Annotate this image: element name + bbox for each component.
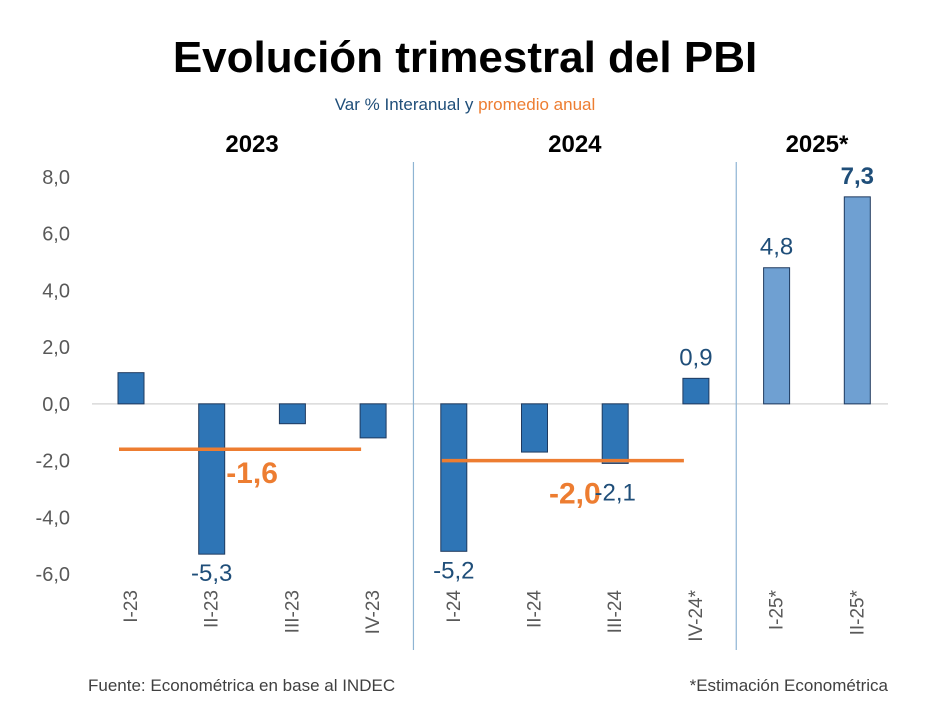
bar (843, 196, 871, 405)
source-note: Fuente: Econométrica en base al INDEC (88, 676, 395, 695)
y-tick-label: 6,0 (42, 224, 70, 246)
data-label: -5,2 (433, 557, 474, 584)
data-label: 7,3 (841, 163, 874, 190)
x-tick-label: II-23 (202, 590, 223, 628)
bar (359, 403, 387, 439)
x-tick-label: III-24 (605, 590, 626, 634)
x-tick-label: IV-24* (686, 589, 707, 641)
bar (763, 267, 791, 405)
year-label: 2023 (225, 131, 278, 158)
y-tick-label: -4,0 (36, 507, 70, 529)
data-label: -2,1 (595, 479, 636, 506)
x-tick-label: I-23 (121, 590, 142, 623)
bar (198, 403, 226, 555)
bar (278, 403, 306, 425)
year-label: 2025* (786, 131, 849, 158)
x-tick-label: II-25* (847, 589, 868, 635)
average-label: -2,0 (549, 478, 601, 511)
bar (601, 403, 629, 464)
data-label: 0,9 (679, 344, 712, 371)
average-label: -1,6 (226, 457, 278, 490)
y-tick-label: -6,0 (36, 564, 70, 586)
y-tick-label: 0,0 (42, 394, 70, 416)
y-tick-label: 2,0 (42, 337, 70, 359)
year-label: 2024 (548, 131, 602, 158)
x-tick-label: III-23 (282, 590, 303, 633)
data-label: 4,8 (760, 234, 793, 261)
y-tick-label: 4,0 (42, 280, 70, 302)
chart-title: Evolución trimestral del PBI (173, 33, 757, 82)
plot-area: 8,0 6,0 4,0 2,0 0,0 -2,0 -4,0 -6,0 2023 2024 2025*… (36, 131, 888, 650)
y-tick-label: -2,0 (36, 451, 70, 473)
x-tick-label: I-24 (444, 590, 465, 623)
subtitle-average: promedio anual (478, 95, 595, 114)
data-label: -5,3 (191, 560, 232, 587)
bar (521, 403, 548, 453)
bar (440, 403, 468, 552)
x-tick-label: I-25* (767, 589, 788, 630)
y-tick-label: 8,0 (42, 167, 70, 189)
x-tick-label: IV-23 (363, 590, 384, 634)
chart-subtitle: Var % Interanual y promedio anual (335, 95, 596, 114)
x-tick-label: II-24 (525, 590, 546, 628)
bar (117, 372, 145, 405)
bar (682, 377, 710, 405)
subtitle-main: Var % Interanual y (335, 95, 478, 114)
estimate-note: *Estimación Econométrica (690, 676, 889, 695)
